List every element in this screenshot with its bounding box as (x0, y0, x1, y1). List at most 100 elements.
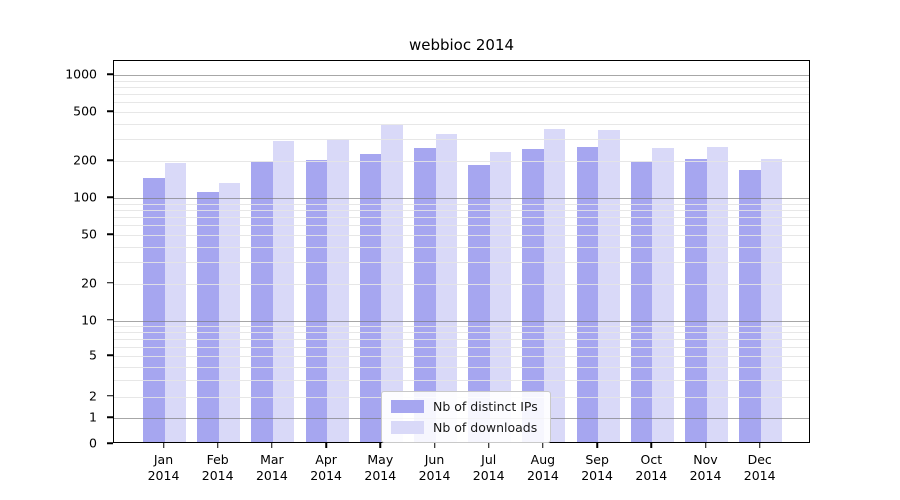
x-tick-mark-dec (758, 443, 761, 448)
y-tick-label-5: 5 (89, 347, 97, 363)
gridline-100 (114, 198, 809, 199)
bar-nov-downloads (706, 147, 728, 442)
gridline-900 (114, 80, 809, 82)
legend: Nb of distinct IPs Nb of downloads (381, 391, 551, 443)
gridline-70 (114, 217, 809, 218)
y-tick-mark-100 (107, 196, 113, 198)
bar-nov-distinct-ips (685, 159, 707, 442)
x-tick-label-aug: Aug 2014 (526, 452, 559, 483)
y-tick-mark-1 (107, 416, 113, 419)
y-tick-mark-50 (107, 233, 113, 235)
gridline-90 (114, 203, 809, 205)
gridline-800 (114, 86, 809, 88)
y-axis: 0 1 2 5 10 20 50 100 200 500 1000 (0, 60, 113, 451)
gridline-30 (114, 262, 809, 264)
gridline-8 (114, 332, 809, 334)
gridline-5 (114, 356, 809, 357)
y-tick-mark-10 (107, 318, 113, 321)
bar-mar-distinct-ips (251, 162, 273, 442)
gridline-300 (114, 139, 809, 141)
x-tick-label-sep: Sep 2014 (581, 452, 613, 483)
x-tick-mark-jul (487, 443, 490, 448)
y-tick-mark-2 (107, 395, 113, 397)
y-tick-label-10: 10 (81, 312, 97, 327)
gridline-50 (114, 235, 809, 236)
bar-jan-distinct-ips (143, 178, 165, 442)
y-tick-label-200: 200 (73, 152, 97, 168)
bars-layer (114, 61, 809, 442)
legend-entry-distinct-ips: Nb of distinct IPs (391, 399, 538, 414)
gridline-1000 (114, 75, 809, 76)
bar-jun-downloads (435, 134, 457, 442)
gridline-3 (114, 380, 809, 382)
gridline-700 (114, 94, 809, 96)
y-tick-label-1000: 1000 (65, 66, 97, 82)
y-tick-mark-0 (107, 442, 113, 444)
gridline-6 (114, 346, 809, 348)
bar-oct-downloads (652, 148, 674, 442)
x-tick-label-nov: Nov 2014 (689, 452, 722, 483)
gridline-500 (114, 112, 809, 113)
legend-label-distinct-ips: Nb of distinct IPs (433, 399, 538, 414)
x-tick-mark-nov (704, 443, 707, 448)
y-tick-label-2: 2 (89, 388, 97, 404)
bar-oct-distinct-ips (630, 161, 653, 442)
bar-jun-distinct-ips (414, 148, 436, 442)
gridline-9 (114, 326, 809, 327)
x-tick-mark-jun (433, 443, 436, 448)
y-tick-mark-1000 (107, 73, 113, 75)
bar-apr-distinct-ips (305, 159, 328, 442)
x-tick-mark-sep (596, 443, 598, 448)
bar-aug-downloads (543, 128, 566, 442)
y-tick-label-500: 500 (73, 103, 97, 119)
plot-area: Nb of distinct IPs Nb of downloads (113, 60, 810, 443)
gridline-20 (114, 283, 809, 285)
y-tick-label-100: 100 (73, 189, 97, 205)
bar-aug-distinct-ips (522, 148, 544, 442)
bar-jan-downloads (164, 163, 186, 442)
x-tick-mark-jan (162, 443, 165, 448)
x-tick-label-apr: Apr 2014 (310, 452, 342, 483)
gridline-80 (114, 209, 809, 211)
gridline-40 (114, 246, 809, 248)
gridline-600 (114, 102, 809, 104)
y-tick-mark-5 (107, 354, 113, 356)
gridlines-layer (114, 61, 809, 442)
bar-feb-distinct-ips (197, 191, 219, 442)
y-tick-mark-500 (107, 110, 113, 112)
bar-sep-downloads (598, 129, 620, 442)
x-tick-label-feb: Feb 2014 (201, 452, 234, 483)
y-tick-label-50: 50 (81, 226, 97, 242)
y-tick-label-0: 0 (89, 435, 97, 451)
bar-jul-distinct-ips (468, 165, 490, 442)
x-tick-mark-oct (650, 443, 653, 448)
gridline-10 (114, 320, 809, 322)
x-tick-label-may: May 2014 (364, 452, 397, 483)
bar-jul-downloads (489, 151, 512, 442)
x-tick-label-jan: Jan 2014 (147, 452, 180, 483)
bar-dec-distinct-ips (739, 170, 761, 442)
x-tick-mark-aug (542, 443, 544, 448)
y-tick-label-1: 1 (89, 409, 97, 425)
x-tick-mark-mar (271, 443, 273, 448)
legend-entry-downloads: Nb of downloads (391, 420, 538, 435)
bar-sep-distinct-ips (576, 147, 599, 442)
x-axis: Jan 2014 Feb 2014 Mar 2014 Apr 2014 May 2014 Jun 20… (113, 443, 810, 493)
x-tick-label-jun: Jun 2014 (418, 452, 451, 483)
x-tick-label-oct: Oct 2014 (635, 452, 668, 483)
x-tick-mark-may (379, 443, 382, 448)
gridline-4 (114, 366, 809, 368)
gridline-200 (114, 161, 809, 162)
x-tick-label-mar: Mar 2014 (255, 452, 288, 483)
bar-apr-downloads (327, 138, 349, 442)
gridline-60 (114, 225, 809, 227)
gridline-7 (114, 339, 809, 340)
gridline-400 (114, 123, 809, 125)
legend-label-downloads: Nb of downloads (433, 420, 538, 435)
x-tick-label-jul: Jul 2014 (472, 452, 505, 483)
y-tick-label-20: 20 (81, 275, 97, 291)
legend-swatch-distinct-ips (391, 400, 424, 413)
bar-mar-downloads (272, 141, 295, 442)
legend-swatch-downloads (391, 421, 424, 434)
